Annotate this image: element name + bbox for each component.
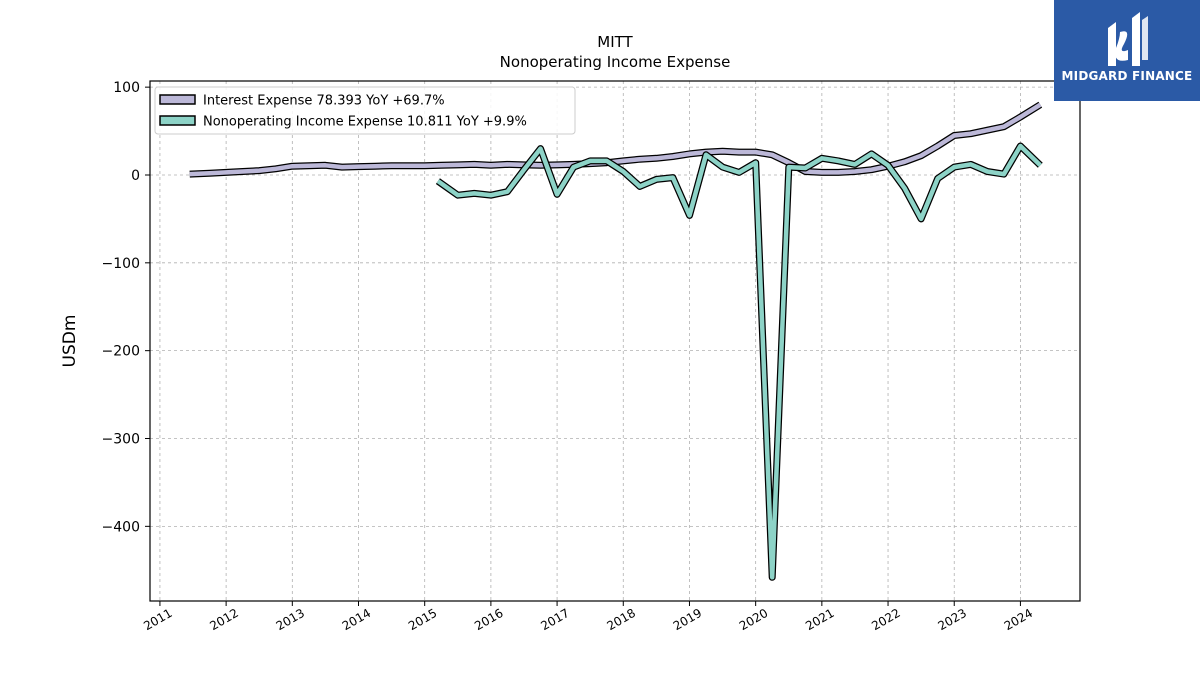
x-tick-label: 2012: [207, 606, 240, 633]
x-tick-label: 2017: [538, 606, 571, 633]
series-line-nonoperating-income-expense: [436, 143, 1042, 580]
x-tick-label: 2021: [803, 606, 836, 633]
x-tick-label: 2020: [737, 606, 770, 633]
x-tick-label: 2015: [406, 606, 439, 633]
legend-swatch-interest-expense: [159, 94, 196, 105]
logo-text: MIDGARD FINANCE: [1061, 69, 1193, 83]
logo-icon: [1108, 12, 1148, 66]
legend-swatch-nonoperating-income-expense: [159, 115, 196, 126]
y-tick-label: −300: [102, 432, 140, 448]
x-tick-label: 2013: [274, 606, 307, 633]
legend-box: [154, 86, 576, 135]
chart-title: MITT: [597, 33, 633, 51]
legend: Interest Expense 78.393 YoY +69.7% Nonop…: [154, 86, 576, 135]
x-tick-label: 2011: [141, 606, 174, 633]
y-axis-label: USDm: [60, 315, 80, 368]
legend-label-interest-expense: Interest Expense 78.393 YoY +69.7%: [203, 94, 445, 109]
legend-label-nonoperating-income-expense: Nonoperating Income Expense 10.811 YoY +…: [203, 115, 527, 130]
x-tick-label: 2024: [1002, 606, 1035, 633]
x-tick-label: 2016: [472, 606, 505, 633]
series-layer: [189, 101, 1043, 581]
series-line-interest-expense: [189, 102, 1042, 177]
x-tick-label: 2014: [340, 606, 373, 633]
chart-subtitle: Nonoperating Income Expense: [500, 53, 731, 71]
midgard-finance-logo: MIDGARD FINANCE: [1054, 0, 1200, 101]
y-tick-label: 0: [131, 168, 140, 184]
plot-frame: [149, 80, 1081, 602]
y-tick-label: −200: [102, 344, 140, 360]
y-tick-label: −100: [102, 256, 140, 272]
series-outline-nonoperating-income-expense: [435, 142, 1043, 581]
x-tick-label: 2022: [869, 606, 902, 633]
x-tick-label: 2023: [936, 606, 969, 633]
y-tick-label: 100: [113, 80, 140, 96]
x-tick-label: 2018: [605, 606, 638, 633]
y-tick-label: −400: [102, 519, 140, 535]
x-tick-label: 2019: [671, 606, 704, 633]
